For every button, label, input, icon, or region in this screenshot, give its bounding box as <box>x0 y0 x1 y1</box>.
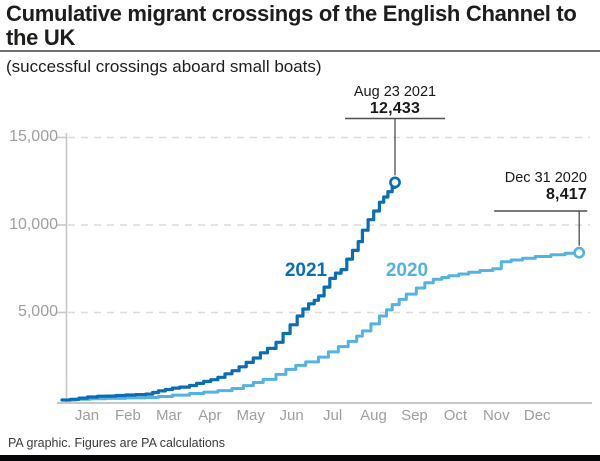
endpoint-marker-2021 <box>389 176 401 189</box>
axes <box>57 133 592 404</box>
x-tick-feb: Feb <box>114 407 141 424</box>
annotation-2021-peak: Aug 23 2021 12,433 <box>354 84 436 118</box>
y-tick-10000: 10,000 <box>9 216 58 233</box>
annotation-2020-end: Dec 31 2020 8,417 <box>505 170 587 204</box>
series-label-2021: 2021 <box>284 260 328 281</box>
title-divider <box>0 50 600 52</box>
endpoint-marker-2020 <box>573 246 586 259</box>
annotation-2021-date: Aug 23 2021 <box>353 84 437 100</box>
x-tick-dec: Dec <box>523 407 551 424</box>
x-tick-aug: Aug <box>360 407 387 424</box>
source-credit: PA graphic. Figures are PA calculations <box>8 436 226 450</box>
series-label-2020: 2020 <box>385 260 429 281</box>
annotation-2021-value: 12,433 <box>369 100 421 118</box>
page-title: Cumulative migrant crossings of the Engl… <box>6 1 577 51</box>
x-tick-jul: Jul <box>322 407 343 424</box>
page-subtitle: (successful crossings aboard small boats… <box>6 57 322 76</box>
bottom-bar <box>0 455 600 461</box>
x-tick-jan: Jan <box>74 407 100 424</box>
x-tick-oct: Oct <box>443 407 468 424</box>
y-tick-5000: 5,000 <box>17 303 58 320</box>
annotation-2020-date: Dec 31 2020 <box>504 170 587 186</box>
y-tick-15000: 15,000 <box>9 128 58 145</box>
x-tick-may: May <box>236 407 265 424</box>
line-2020 <box>60 251 581 402</box>
x-tick-nov: Nov <box>482 407 510 424</box>
line-2021 <box>60 180 397 402</box>
x-tick-jun: Jun <box>279 407 304 424</box>
x-tick-apr: Apr <box>198 407 222 424</box>
gridlines <box>57 136 590 314</box>
annotation-lines <box>345 117 588 246</box>
x-tick-mar: Mar <box>155 407 182 424</box>
annotation-2020-value: 8,417 <box>545 186 587 204</box>
x-tick-sep: Sep <box>401 407 428 424</box>
